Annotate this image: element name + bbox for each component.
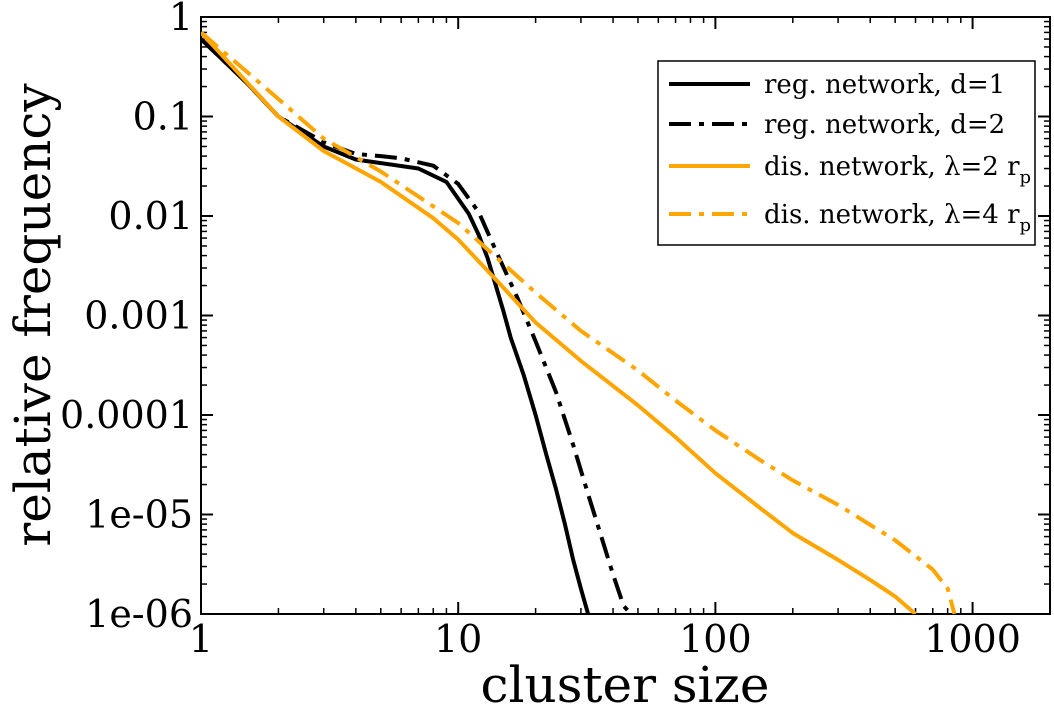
series-line-4 bbox=[201, 30, 957, 614]
y-tick-label: 1e-06 bbox=[85, 592, 193, 636]
x-tick-label: 10 bbox=[434, 617, 482, 661]
x-axis-title: cluster size bbox=[481, 656, 770, 707]
legend-label: reg. network, d=1 bbox=[764, 70, 1005, 100]
legend-label: reg. network, d=2 bbox=[764, 110, 1005, 140]
x-tick-label: 100 bbox=[679, 617, 752, 661]
y-tick-label: 0.01 bbox=[108, 194, 193, 238]
y-tick-label: 1e-05 bbox=[85, 493, 193, 537]
y-tick-label: 0.1 bbox=[133, 95, 193, 139]
series-line-1 bbox=[201, 37, 591, 614]
y-axis-title: relative frequency bbox=[4, 83, 62, 547]
y-tick-label: 0.001 bbox=[84, 294, 193, 338]
y-tick-label: 1 bbox=[169, 0, 193, 39]
series-line-3 bbox=[201, 31, 917, 614]
x-tick-label: 1 bbox=[189, 617, 213, 661]
y-tick-label: 0.0001 bbox=[60, 393, 193, 437]
series-line-2 bbox=[201, 37, 633, 614]
x-tick-label: 1000 bbox=[924, 617, 1021, 661]
